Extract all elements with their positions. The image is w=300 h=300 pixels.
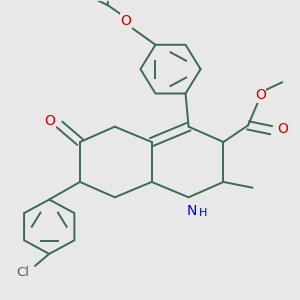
- Text: Cl: Cl: [16, 266, 29, 279]
- Text: H: H: [199, 208, 207, 218]
- Text: O: O: [44, 114, 55, 128]
- Text: N: N: [186, 204, 197, 218]
- Text: O: O: [277, 122, 288, 136]
- Text: O: O: [255, 88, 266, 102]
- Text: O: O: [121, 14, 131, 28]
